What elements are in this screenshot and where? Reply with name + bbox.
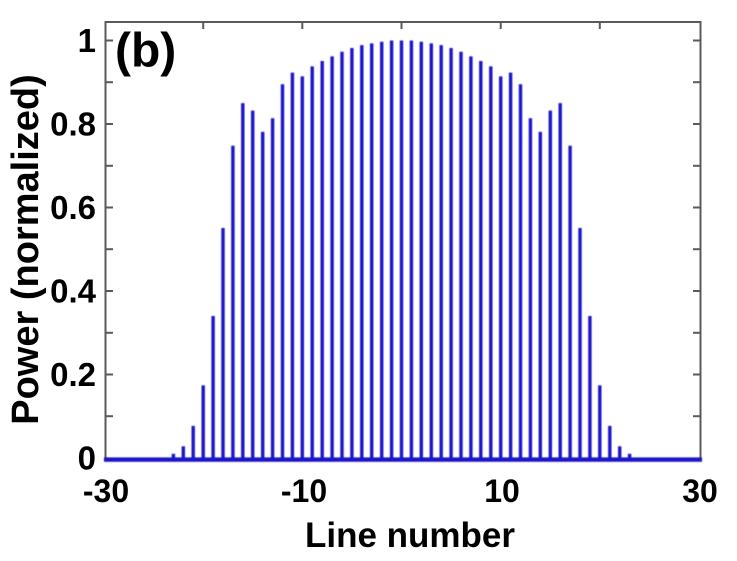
svg-text:0.6: 0.6 — [50, 189, 96, 226]
svg-text:Power (normalized): Power (normalized) — [5, 74, 47, 425]
svg-text:1: 1 — [78, 22, 96, 59]
svg-text:10: 10 — [484, 473, 520, 509]
svg-text:0.4: 0.4 — [50, 273, 97, 310]
svg-text:0.2: 0.2 — [50, 356, 96, 393]
svg-text:0: 0 — [78, 440, 96, 477]
svg-text:0.8: 0.8 — [50, 106, 96, 143]
svg-text:-10: -10 — [281, 473, 327, 509]
svg-text:(b): (b) — [115, 25, 176, 78]
svg-text:30: 30 — [682, 473, 718, 509]
svg-text:-30: -30 — [83, 473, 129, 509]
svg-text:Line number: Line number — [305, 516, 515, 555]
